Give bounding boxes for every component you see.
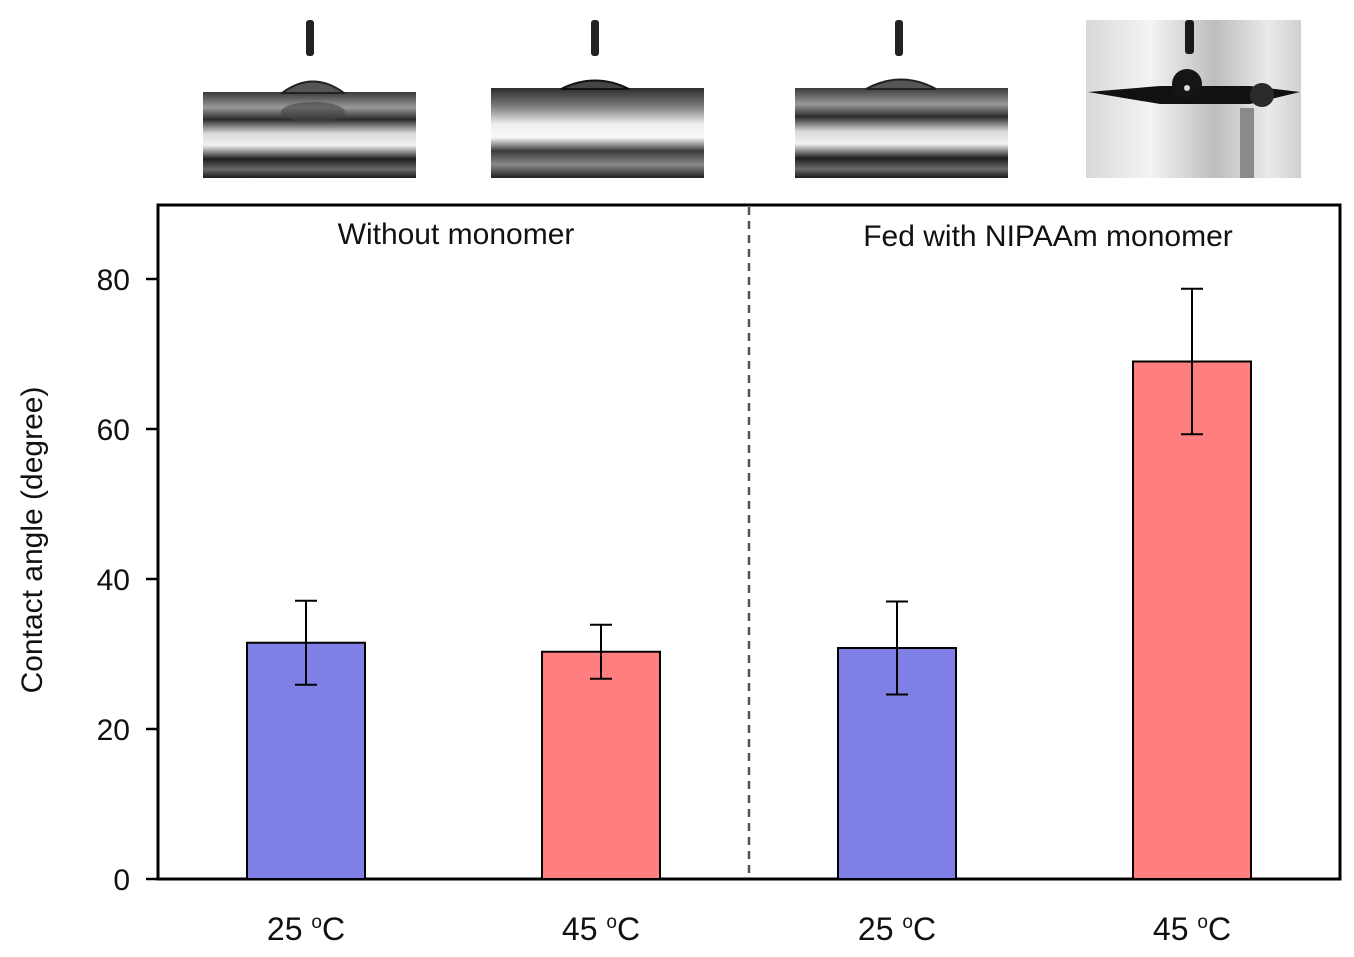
error-bar (1181, 287, 1203, 436)
error-bar (295, 599, 317, 686)
x-category-label: 45 oC (1153, 911, 1231, 947)
x-axis-labels: 25 oC 45 oC 25 oC 45 oC (267, 911, 1231, 947)
bar (837, 647, 957, 880)
error-bar (886, 600, 908, 696)
y-tick-label: 20 (97, 714, 130, 747)
error-bars (295, 287, 1203, 696)
x-category-label: 45 oC (562, 911, 640, 947)
droplet-photo-1 (203, 20, 416, 178)
y-axis: 0 20 40 60 80 (97, 264, 158, 897)
x-category-label: 25 oC (267, 911, 345, 947)
droplet-photo-3 (795, 20, 1008, 178)
group-label-fed-nipaam: Fed with NIPAAm monomer (863, 220, 1233, 253)
bar (1132, 360, 1252, 880)
droplet-photo-2 (491, 20, 704, 178)
y-tick-label: 80 (97, 264, 130, 297)
droplet-photo-4 (1086, 20, 1301, 178)
y-tick-label: 40 (97, 564, 130, 597)
plot-frame (156, 203, 1342, 881)
bar (541, 650, 661, 880)
y-axis-title: Contact angle (degree) (16, 387, 49, 694)
x-category-label: 25 oC (858, 911, 936, 947)
y-tick-label: 60 (97, 414, 130, 447)
error-bar (590, 623, 612, 680)
y-tick-label: 0 (113, 864, 130, 897)
group-label-without-monomer: Without monomer (338, 218, 575, 251)
